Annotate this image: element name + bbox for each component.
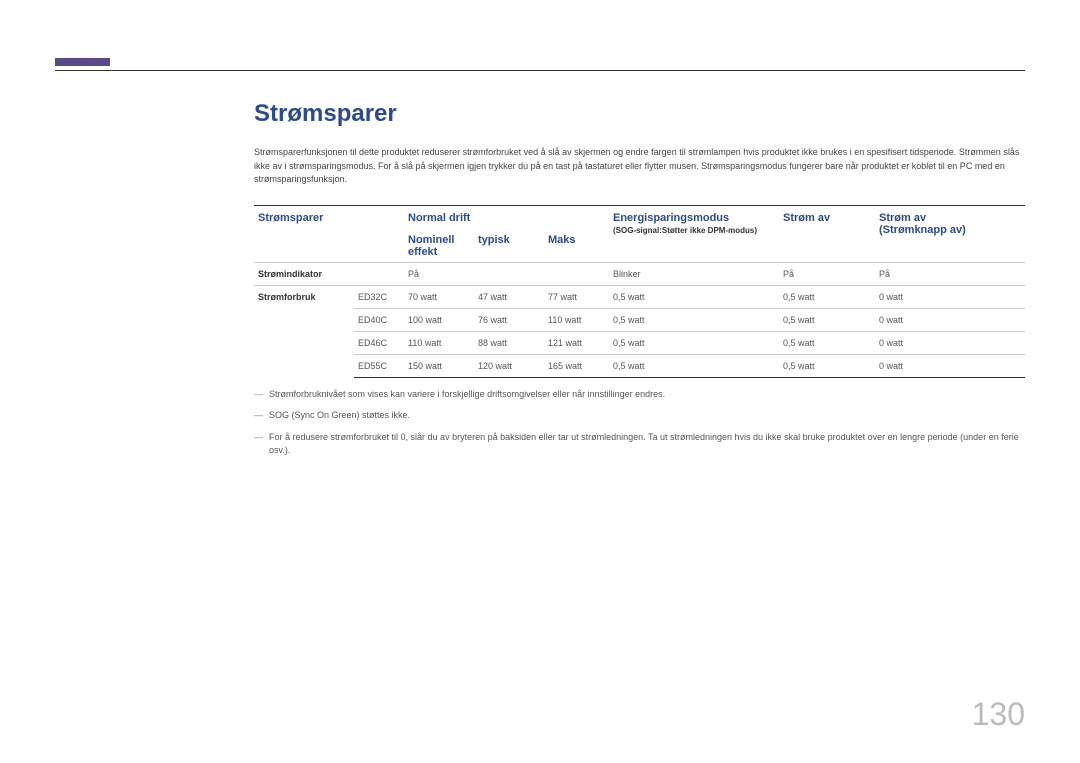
footnote-0: ― Strømforbruknivået som vises kan varie…	[254, 388, 1025, 402]
cell-maks-0: 77 watt	[544, 285, 609, 308]
intro-paragraph: Strømsparerfunksjonen til dette produkte…	[254, 146, 1025, 187]
page-number: 130	[972, 696, 1025, 733]
row-forbruk-1: ED40C 100 watt 76 watt 110 watt 0,5 watt…	[254, 308, 1025, 331]
header-esm-label: Energisparingsmodus	[613, 212, 729, 224]
header-strom-av: Strøm av	[779, 205, 875, 262]
row-forbruk-3: ED55C 150 watt 120 watt 165 watt 0,5 wat…	[254, 354, 1025, 377]
cell-maks-3: 165 watt	[544, 354, 609, 377]
cell-nom-0: 70 watt	[404, 285, 474, 308]
row-forbruk-0: Strømforbruk ED32C 70 watt 47 watt 77 wa…	[254, 285, 1025, 308]
header-esm-note: (SOG-signal:Støtter ikke DPM-modus)	[613, 224, 775, 235]
cell-av2-2: 0 watt	[875, 331, 1025, 354]
cell-model-1: ED40C	[354, 308, 404, 331]
cell-indicator-av2: På	[875, 262, 1025, 285]
power-table: Strømsparer Normal drift Energisparingsm…	[254, 205, 1025, 378]
header-nominell: Nominell effekt	[404, 228, 474, 263]
cell-indicator-maks	[544, 262, 609, 285]
cell-typ-1: 76 watt	[474, 308, 544, 331]
row-indicator: Strømindikator På Blinker På På	[254, 262, 1025, 285]
cell-maks-2: 121 watt	[544, 331, 609, 354]
cell-av-2: 0,5 watt	[779, 331, 875, 354]
cell-typ-0: 47 watt	[474, 285, 544, 308]
cell-esm-0: 0,5 watt	[609, 285, 779, 308]
cell-av-3: 0,5 watt	[779, 354, 875, 377]
cell-typ-3: 120 watt	[474, 354, 544, 377]
top-rule	[55, 70, 1025, 71]
cell-indicator-nominell: På	[404, 262, 474, 285]
footnote-text-1: SOG (Sync On Green) støttes ikke.	[269, 409, 410, 423]
page-content: Strømsparer Strømsparerfunksjonen til de…	[254, 100, 1025, 466]
cell-esm-1: 0,5 watt	[609, 308, 779, 331]
header-row-1: Strømsparer Normal drift Energisparingsm…	[254, 205, 1025, 228]
cell-nom-3: 150 watt	[404, 354, 474, 377]
cell-av2-1: 0 watt	[875, 308, 1025, 331]
cell-av-0: 0,5 watt	[779, 285, 875, 308]
cell-indicator-typisk	[474, 262, 544, 285]
page-title: Strømsparer	[254, 100, 1025, 128]
cell-indicator-av: På	[779, 262, 875, 285]
footnote-text-2: For å redusere strømforbruket til 0, slå…	[269, 431, 1025, 458]
dash-icon: ―	[254, 409, 263, 423]
header-typisk: typisk	[474, 228, 544, 263]
footnotes: ― Strømforbruknivået som vises kan varie…	[254, 388, 1025, 458]
cell-av2-0: 0 watt	[875, 285, 1025, 308]
cell-av2-3: 0 watt	[875, 354, 1025, 377]
header-stromsparer: Strømsparer	[254, 205, 354, 262]
row-forbruk-2: ED46C 110 watt 88 watt 121 watt 0,5 watt…	[254, 331, 1025, 354]
footnote-1: ― SOG (Sync On Green) støttes ikke.	[254, 409, 1025, 423]
cell-av-1: 0,5 watt	[779, 308, 875, 331]
cell-nom-1: 100 watt	[404, 308, 474, 331]
footnote-text-0: Strømforbruknivået som vises kan variere…	[269, 388, 665, 402]
accent-bar	[55, 58, 110, 66]
header-esm: Energisparingsmodus (SOG-signal:Støtter …	[609, 205, 779, 262]
cell-esm-2: 0,5 watt	[609, 331, 779, 354]
row-indicator-label: Strømindikator	[254, 262, 404, 285]
cell-model-0: ED32C	[354, 285, 404, 308]
header-av2-label: Strøm av	[879, 212, 926, 224]
cell-model-2: ED46C	[354, 331, 404, 354]
cell-typ-2: 88 watt	[474, 331, 544, 354]
cell-nom-2: 110 watt	[404, 331, 474, 354]
dash-icon: ―	[254, 388, 263, 402]
header-strom-av-knapp: Strøm av (Strømknapp av)	[875, 205, 1025, 262]
dash-icon: ―	[254, 431, 263, 458]
row-forbruk-label: Strømforbruk	[254, 285, 354, 377]
cell-esm-3: 0,5 watt	[609, 354, 779, 377]
cell-maks-1: 110 watt	[544, 308, 609, 331]
cell-model-3: ED55C	[354, 354, 404, 377]
footnote-2: ― For å redusere strømforbruket til 0, s…	[254, 431, 1025, 458]
header-blank	[354, 205, 404, 262]
header-maks: Maks	[544, 228, 609, 263]
header-av2-sub: (Strømknapp av)	[879, 224, 966, 236]
cell-indicator-esm: Blinker	[609, 262, 779, 285]
header-normal-drift: Normal drift	[404, 205, 609, 228]
